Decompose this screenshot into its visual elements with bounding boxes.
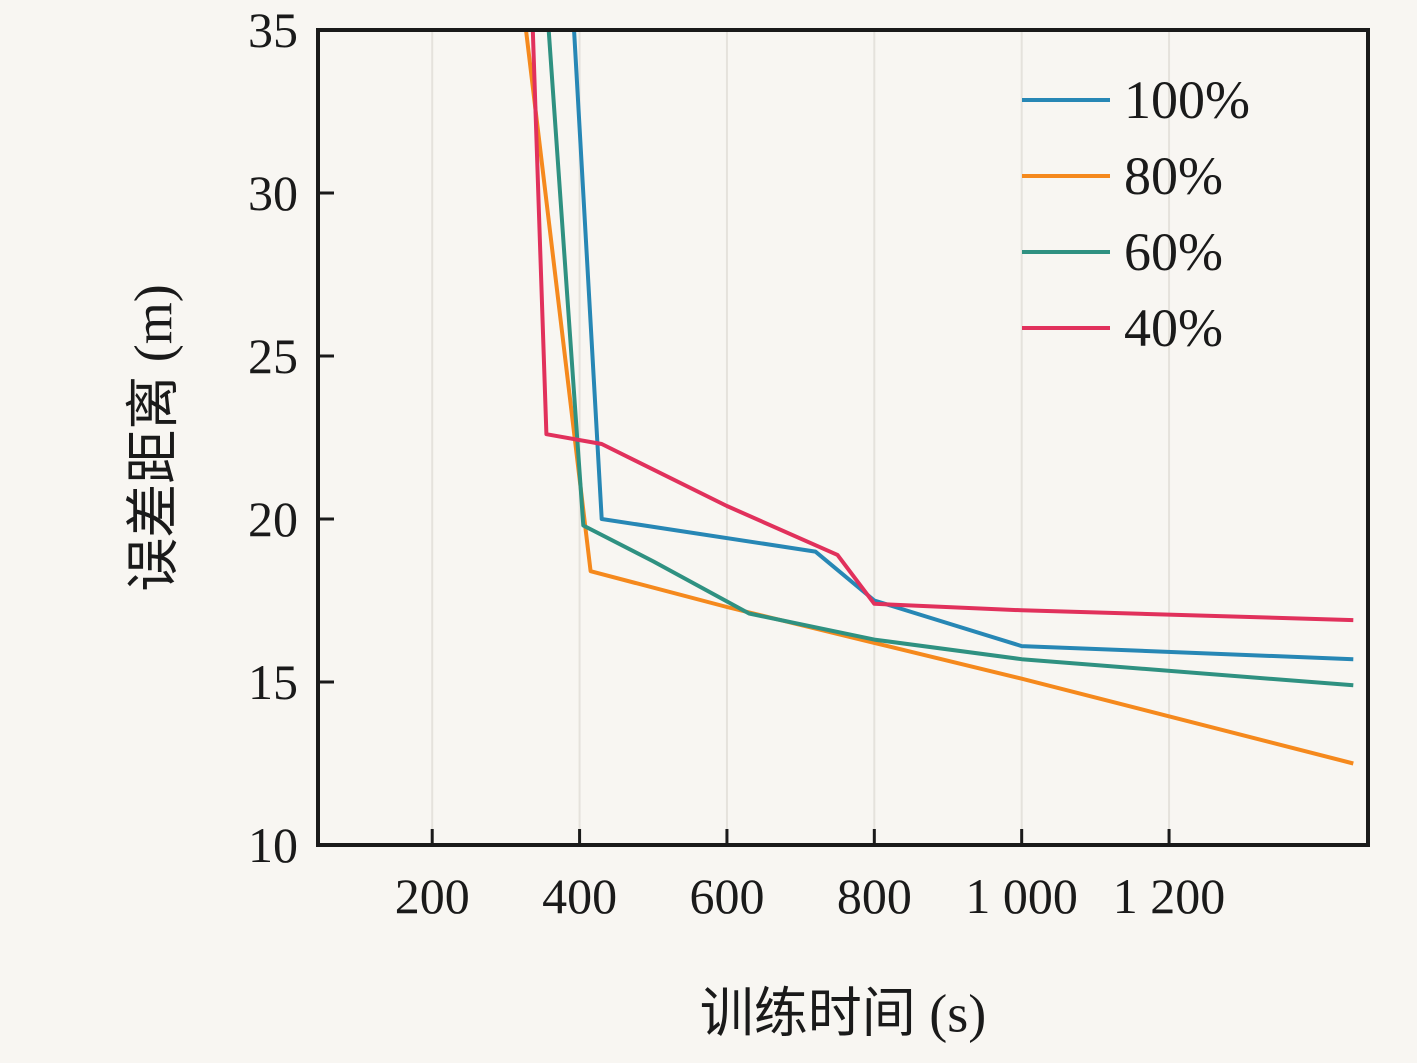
series-lines (523, 30, 1354, 766)
y-tick-label: 20 (248, 491, 298, 547)
series-line-40% (530, 30, 1354, 623)
x-tick-label: 800 (837, 868, 912, 924)
legend-line-100-swatch (1022, 98, 1110, 102)
plot-frame (316, 28, 1370, 847)
x-tick-label: 200 (395, 868, 470, 924)
x-tick-label: 1 000 (965, 868, 1078, 924)
y-axis-label: 误差距离 (m) (123, 284, 184, 592)
legend-line-80-swatch (1022, 174, 1110, 178)
legend-label-40: 40% (1124, 298, 1223, 358)
legend-item-100: 100% (1022, 70, 1250, 130)
legend-item-60: 60% (1022, 222, 1250, 282)
legend-item-40: 40% (1022, 298, 1250, 358)
y-tick-label: 30 (248, 165, 298, 221)
chart-legend: 100% 80% 60% 40% (1022, 70, 1250, 358)
y-tick-label: 35 (248, 2, 298, 58)
legend-label-60: 60% (1124, 222, 1223, 282)
y-tick-label: 15 (248, 654, 298, 710)
legend-line-40-swatch (1022, 326, 1110, 330)
x-axis-label: 训练时间 (s) (699, 983, 987, 1044)
x-tick-label: 600 (689, 868, 764, 924)
legend-label-80: 80% (1124, 146, 1223, 206)
y-tick-label: 25 (248, 328, 298, 384)
legend-line-60-swatch (1022, 250, 1110, 254)
legend-label-100: 100% (1124, 70, 1250, 130)
gridlines (431, 30, 1171, 845)
legend-item-80: 80% (1022, 146, 1250, 206)
y-axis-ticks: 10 15 20 25 30 35 (248, 2, 334, 873)
x-tick-label: 400 (542, 868, 617, 924)
y-tick-label: 10 (248, 817, 298, 873)
series-line-60% (546, 30, 1354, 688)
series-line-100% (572, 30, 1354, 662)
x-tick-label: 1 200 (1113, 868, 1226, 924)
x-axis-ticks: 200 400 600 800 1 000 1 200 (395, 829, 1226, 924)
